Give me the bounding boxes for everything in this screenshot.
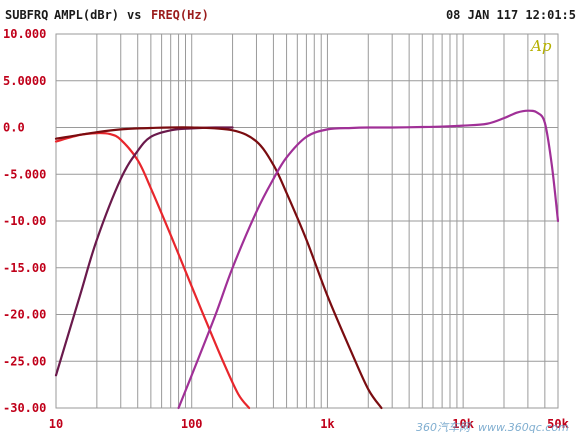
ap-logo: Ap (529, 37, 552, 55)
x-tick-label: 10k (452, 417, 474, 431)
timestamp: 08 JAN 117 12:01:5 (446, 8, 576, 22)
y-tick-label: 0.0 (3, 121, 25, 135)
x-tick-label: 10 (49, 417, 63, 431)
vs-label: vs (127, 8, 141, 22)
x-tick-label: 50k (547, 417, 569, 431)
series-line-4 (177, 109, 560, 410)
y-tick-labels: 10.000 5.0000 0.0 -5.000 -10.00 -15.00 -20.00 -… (3, 27, 46, 415)
y-tick-label: 5.0000 (3, 74, 46, 88)
y-tick-label: -30.00 (3, 401, 46, 415)
x-tick-labels: 10 100 1k 10k 50k (49, 417, 570, 431)
chart-title: SUBFRQ (5, 8, 48, 22)
watermark-url: www.360qc.com (478, 421, 569, 434)
x-tick-label: 1k (320, 417, 335, 431)
y-tick-label: -5.000 (3, 167, 46, 181)
y-tick-label: -15.00 (3, 261, 46, 275)
series-layer (54, 109, 560, 410)
watermark-cn: 360汽车网 (416, 421, 472, 434)
y-tick-label: -20.00 (3, 308, 46, 322)
grid-lines (55, 33, 559, 409)
x-quantity-label: FREQ(Hz) (151, 8, 209, 22)
y-tick-label: -10.00 (3, 214, 46, 228)
series-line-3 (54, 126, 383, 410)
y-tick-label: -25.00 (3, 354, 46, 368)
y-quantity-label: AMPL(dBr) (54, 8, 119, 22)
y-tick-label: 10.000 (3, 27, 46, 41)
x-tick-label: 100 (181, 417, 203, 431)
